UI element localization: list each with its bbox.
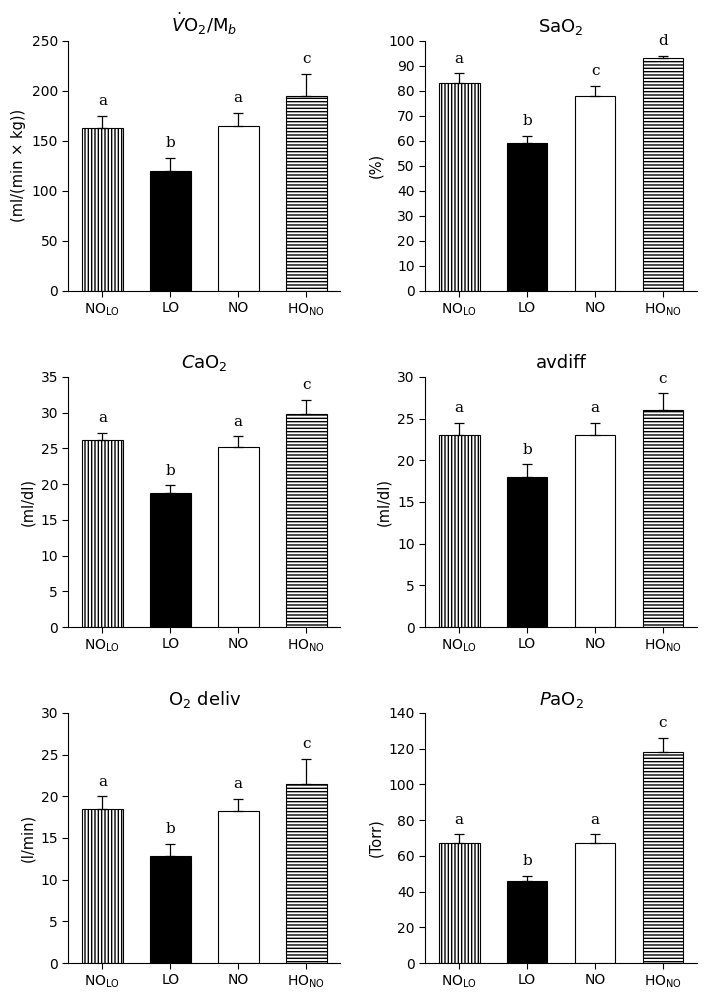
Text: c: c xyxy=(658,717,667,731)
Text: a: a xyxy=(455,52,464,66)
Title: $\mathit{C}$aO$_2$: $\mathit{C}$aO$_2$ xyxy=(181,353,228,373)
Text: b: b xyxy=(166,463,175,477)
Text: b: b xyxy=(166,822,175,836)
Title: $\mathit{P}$aO$_2$: $\mathit{P}$aO$_2$ xyxy=(539,690,583,710)
Text: c: c xyxy=(302,52,310,66)
Text: a: a xyxy=(98,411,107,425)
Title: O$_2$ deliv: O$_2$ deliv xyxy=(168,689,241,710)
Bar xyxy=(439,83,479,291)
Title: SaO$_2$: SaO$_2$ xyxy=(538,17,584,37)
Bar xyxy=(643,410,683,627)
Bar xyxy=(286,784,326,963)
Text: a: a xyxy=(234,91,243,105)
Text: a: a xyxy=(455,813,464,827)
Text: b: b xyxy=(166,136,175,150)
Y-axis label: (%): (%) xyxy=(368,153,383,178)
Text: c: c xyxy=(302,378,310,392)
Text: c: c xyxy=(658,372,667,386)
Bar xyxy=(507,143,547,291)
Bar xyxy=(575,435,615,627)
Y-axis label: (Torr): (Torr) xyxy=(368,819,383,857)
Bar xyxy=(218,811,258,963)
Text: a: a xyxy=(590,401,600,415)
Text: a: a xyxy=(455,401,464,415)
Text: a: a xyxy=(98,94,107,108)
Text: b: b xyxy=(523,114,532,128)
Bar xyxy=(82,439,122,627)
Text: c: c xyxy=(302,738,310,751)
Y-axis label: (l/min): (l/min) xyxy=(20,814,35,862)
Y-axis label: (ml/dl): (ml/dl) xyxy=(377,477,392,526)
Bar xyxy=(643,752,683,963)
Bar xyxy=(82,809,122,963)
Text: a: a xyxy=(590,813,600,827)
Bar xyxy=(150,171,190,291)
Bar xyxy=(507,476,547,627)
Bar xyxy=(507,881,547,963)
Text: c: c xyxy=(590,64,599,78)
Bar xyxy=(218,446,258,627)
Title: $\mathit{\dot{V}}$O$_2$/M$_b$: $\mathit{\dot{V}}$O$_2$/M$_b$ xyxy=(171,11,237,37)
Bar xyxy=(643,58,683,291)
Bar xyxy=(286,414,326,627)
Bar xyxy=(150,856,190,963)
Bar xyxy=(218,126,258,291)
Bar xyxy=(286,96,326,291)
Text: d: d xyxy=(658,34,668,48)
Bar xyxy=(82,128,122,291)
Y-axis label: (ml/dl): (ml/dl) xyxy=(20,477,35,526)
Y-axis label: (ml/(min × kg)): (ml/(min × kg)) xyxy=(11,109,26,222)
Bar xyxy=(439,435,479,627)
Text: b: b xyxy=(523,854,532,868)
Text: a: a xyxy=(98,775,107,789)
Title: avdiff: avdiff xyxy=(536,354,586,372)
Bar xyxy=(439,843,479,963)
Text: a: a xyxy=(234,777,243,791)
Text: b: b xyxy=(523,442,532,456)
Bar xyxy=(150,492,190,627)
Bar xyxy=(575,96,615,291)
Bar xyxy=(575,843,615,963)
Text: a: a xyxy=(234,414,243,428)
